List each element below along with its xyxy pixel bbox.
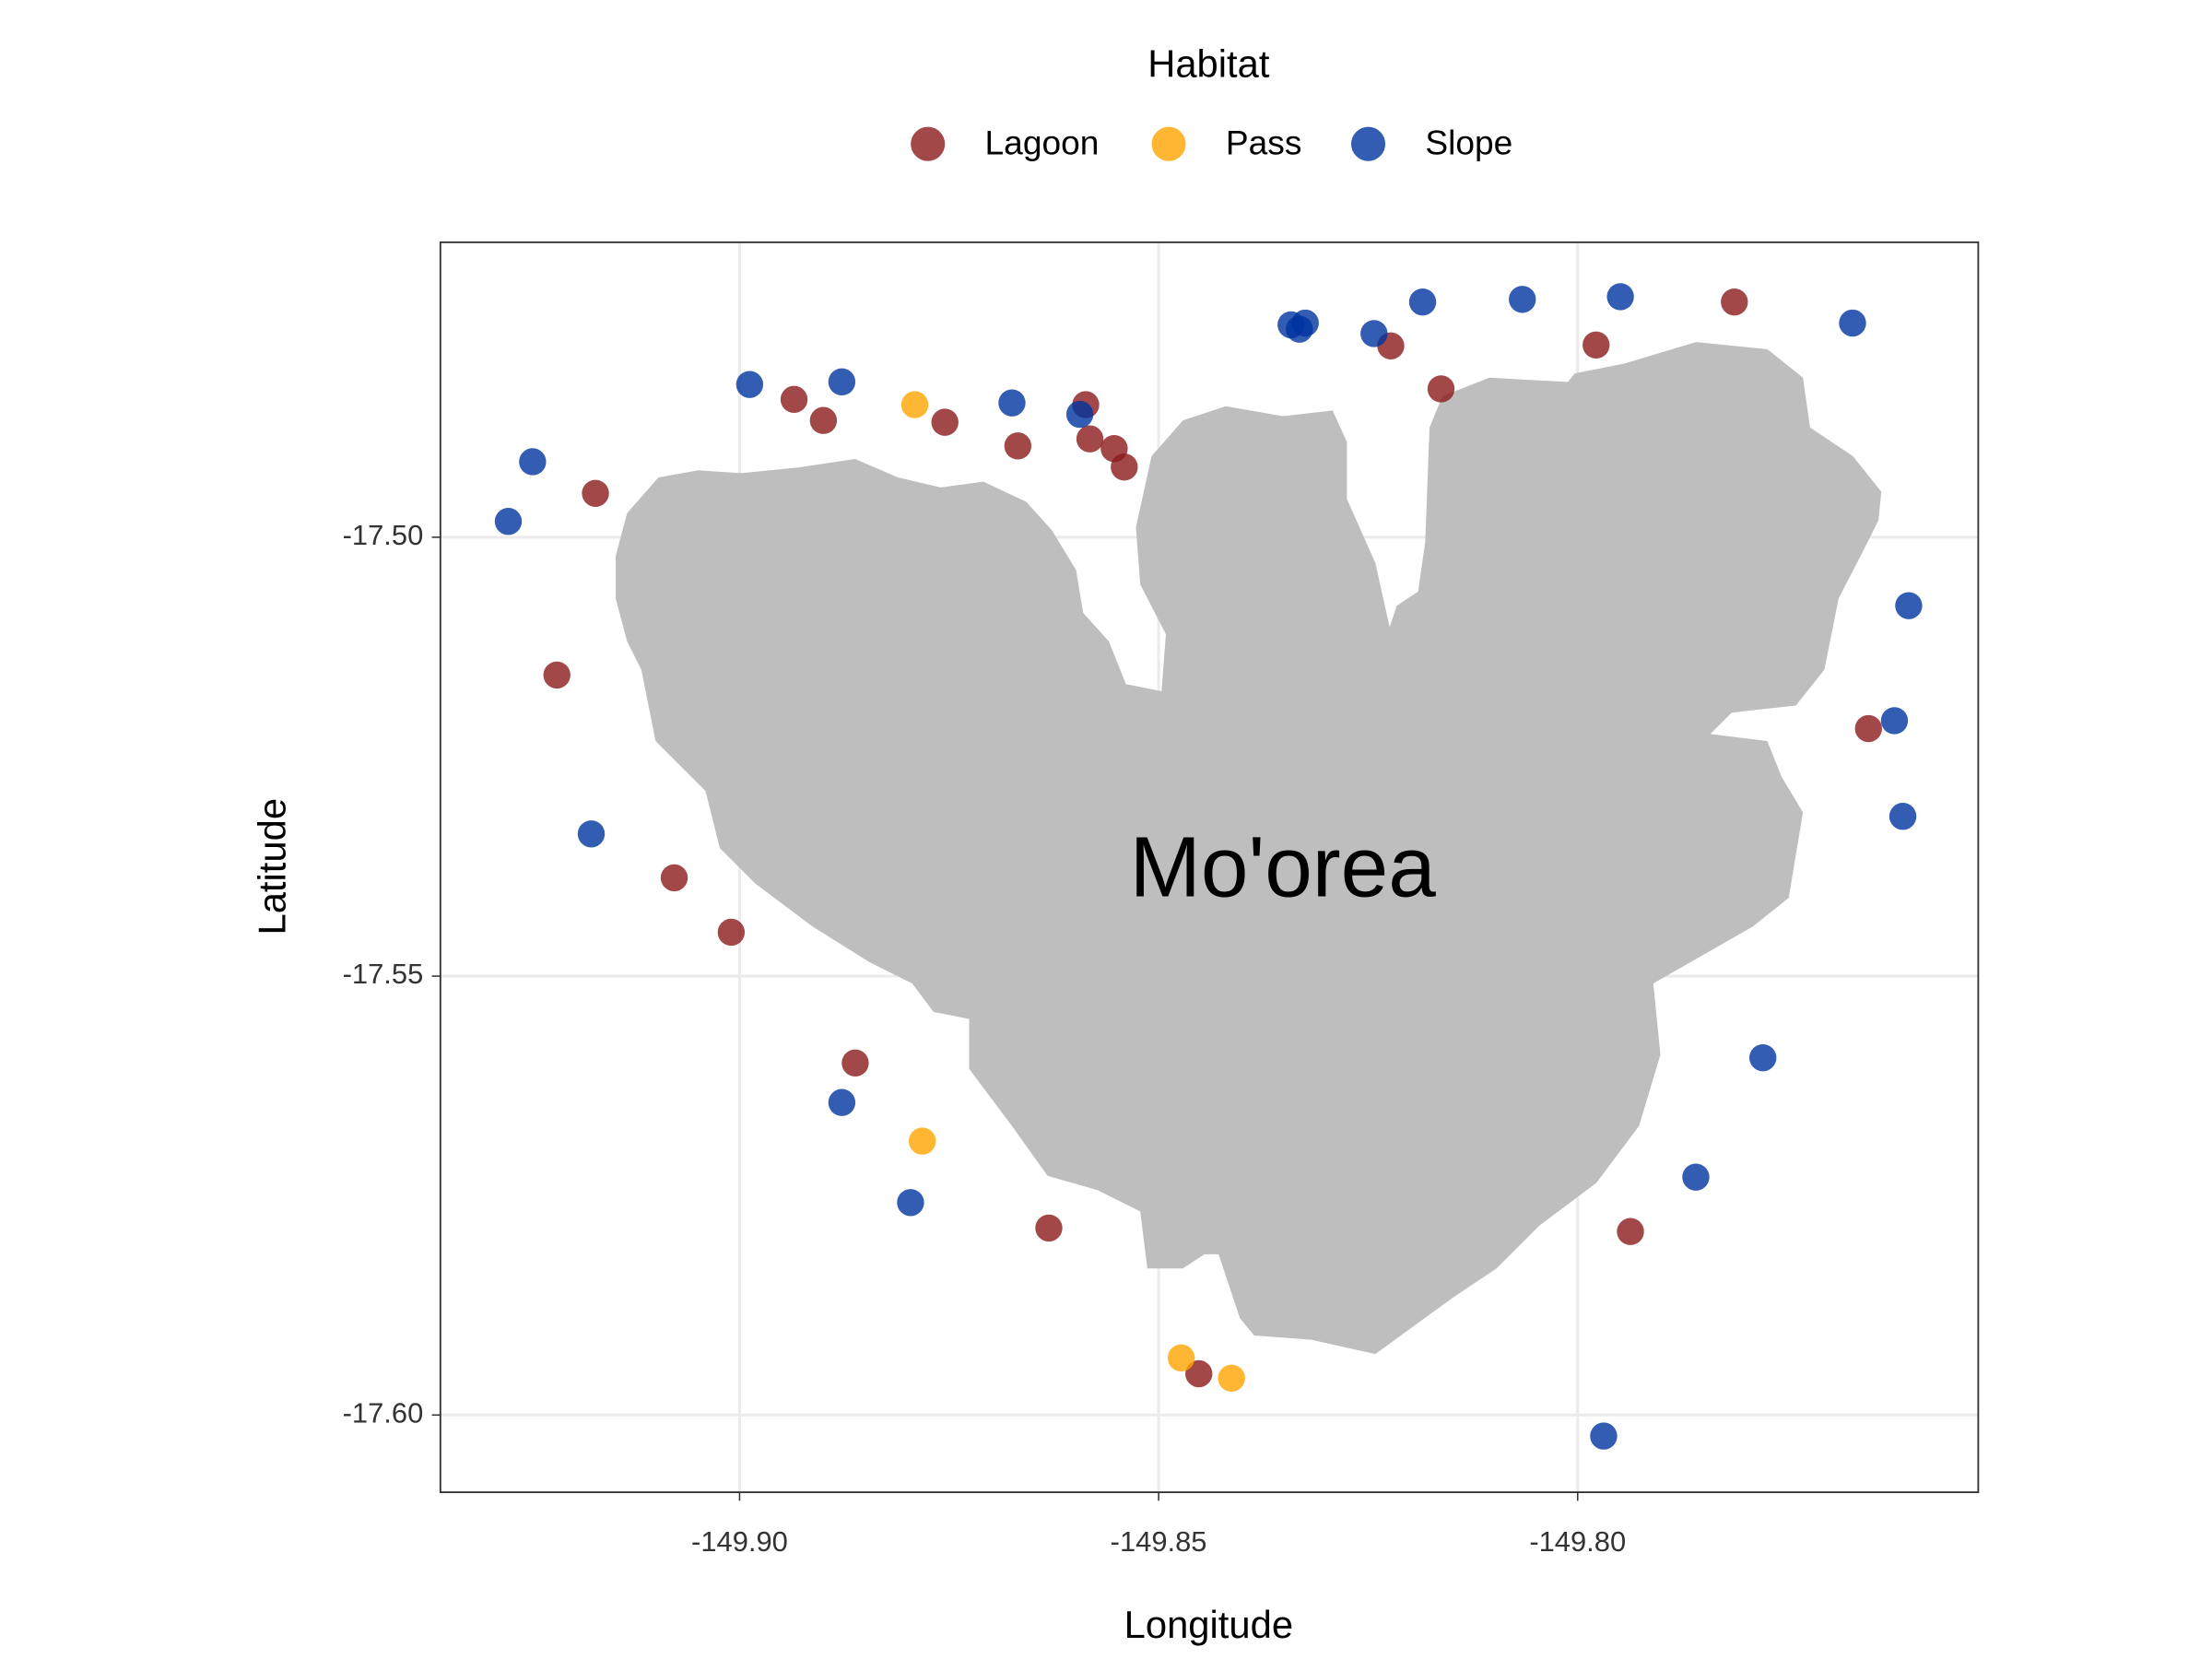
legend-marker xyxy=(1350,126,1386,161)
point xyxy=(1185,1359,1213,1388)
point xyxy=(780,385,808,414)
point xyxy=(660,864,688,892)
panel-border xyxy=(439,241,1980,1493)
point xyxy=(900,391,929,418)
legend-marker xyxy=(1151,126,1186,161)
y-tick-label: -17.60 xyxy=(343,1396,424,1429)
point xyxy=(1509,286,1536,313)
point xyxy=(828,1088,856,1116)
point xyxy=(717,918,746,947)
point xyxy=(1076,425,1104,453)
point xyxy=(897,1189,924,1217)
point xyxy=(577,820,606,848)
point xyxy=(1895,592,1923,619)
point xyxy=(494,508,523,535)
legend-marker xyxy=(911,126,946,161)
point xyxy=(809,406,838,434)
point xyxy=(1888,803,1917,830)
point xyxy=(1721,288,1748,316)
island xyxy=(616,342,1882,1355)
point xyxy=(1590,1422,1618,1450)
point xyxy=(908,1127,936,1155)
point xyxy=(1360,320,1388,347)
point xyxy=(1004,432,1032,460)
point xyxy=(543,661,571,689)
legend-title: Habitat xyxy=(1147,42,1270,86)
point xyxy=(1065,400,1094,429)
point xyxy=(1583,331,1610,359)
point xyxy=(519,448,547,476)
point xyxy=(1749,1043,1777,1072)
point xyxy=(1408,288,1437,316)
point xyxy=(1854,714,1882,743)
point xyxy=(1880,707,1909,735)
point xyxy=(735,371,764,398)
x-tick-label: -149.85 xyxy=(1111,1525,1207,1558)
y-tick-label: -17.55 xyxy=(343,958,424,990)
x-axis-title: Longitude xyxy=(1124,1603,1293,1646)
point xyxy=(1286,315,1313,343)
point xyxy=(998,389,1026,417)
point xyxy=(1167,1344,1195,1372)
legend-label: Pass xyxy=(1226,124,1302,162)
point xyxy=(1617,1218,1644,1245)
point xyxy=(828,368,856,396)
annotation: Mo'orea xyxy=(1130,818,1437,914)
point xyxy=(1682,1163,1710,1191)
point xyxy=(1427,375,1455,403)
point xyxy=(1606,283,1634,311)
x-tick-label: -149.90 xyxy=(691,1525,788,1558)
x-tick-label: -149.80 xyxy=(1529,1525,1626,1558)
point xyxy=(582,479,609,507)
point xyxy=(1035,1214,1063,1242)
point xyxy=(841,1049,869,1077)
point xyxy=(1839,309,1866,337)
y-tick-label: -17.50 xyxy=(343,519,424,551)
point xyxy=(931,408,959,436)
legend-label: Slope xyxy=(1425,124,1512,162)
legend-label: Lagoon xyxy=(985,124,1100,162)
y-axis-title: Latitude xyxy=(250,798,293,935)
point xyxy=(1111,453,1138,481)
point xyxy=(1218,1364,1245,1392)
